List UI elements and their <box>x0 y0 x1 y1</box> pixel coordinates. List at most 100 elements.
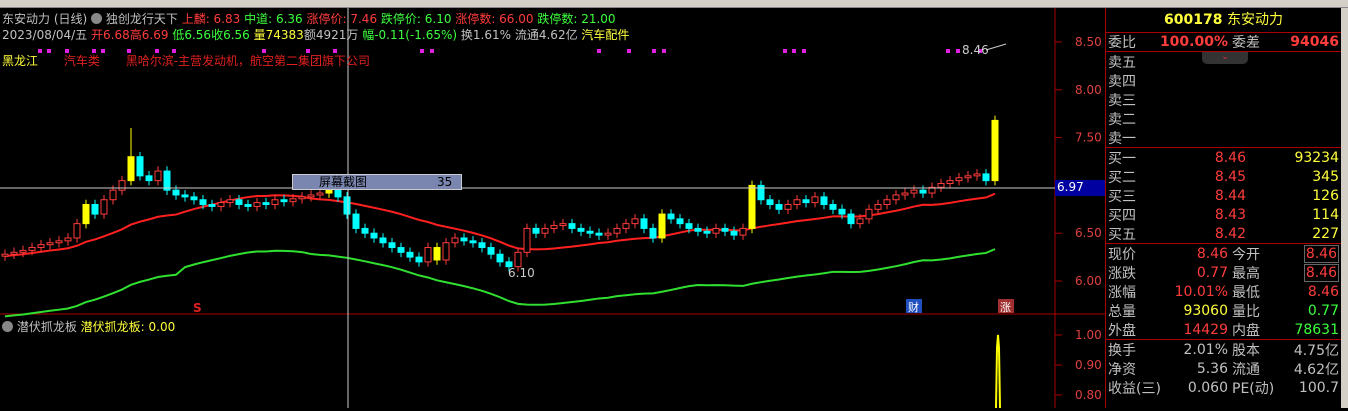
candle-body <box>262 202 270 206</box>
turnover: 换1.61% <box>460 28 512 42</box>
candle-body <box>271 199 279 206</box>
candle-body <box>235 199 243 206</box>
candle-body <box>442 242 450 261</box>
signal-dot <box>946 49 950 53</box>
stat-label-2: 内盘 <box>1232 322 1260 339</box>
candle-body <box>28 247 36 251</box>
buy-book: 买一 8.46 93234 买二 8.45 345 买三 8.44 126 买四 8.43 114 买五… <box>1106 147 1341 243</box>
company-desc: 黑哈尔滨-主营发动机，航空第二集团旗下公司 <box>125 54 371 68</box>
candle-body <box>154 170 162 182</box>
signal-dot <box>627 49 631 53</box>
candle-body <box>847 213 855 225</box>
lower-indicator-name: 潜伏抓龙板 <box>16 320 77 334</box>
buy-label: 买五 <box>1108 226 1136 243</box>
indicator-name: 独创龙行天下 <box>105 12 178 26</box>
ma-line <box>4 192 996 258</box>
buy-volume: 93234 <box>1294 149 1339 166</box>
candle-body <box>901 192 909 196</box>
candle-body <box>730 230 738 236</box>
extra-value-2: 4.75亿 <box>1293 342 1339 359</box>
extra-row: 净资 5.36 流通 4.62亿 <box>1106 359 1341 378</box>
candle-body <box>343 196 351 215</box>
buy-row: 买一 8.46 93234 <box>1106 148 1341 167</box>
axis-label: 8.00 <box>1075 83 1102 97</box>
candle-body <box>352 213 360 229</box>
limitdown-count: 跌停数: 21.00 <box>537 12 616 26</box>
signal-dot <box>262 49 266 53</box>
stat-row: 涨幅 10.01% 最低 8.46 <box>1106 282 1341 301</box>
buy-volume: 227 <box>1312 225 1339 242</box>
signal-dot <box>47 49 51 53</box>
candle-body <box>523 227 531 253</box>
candle-body <box>289 198 297 203</box>
candle-body <box>811 196 819 204</box>
candle-body <box>991 119 999 182</box>
stat-value-2: 8.46 <box>1303 263 1339 282</box>
candle-body <box>37 244 45 249</box>
signal-dot <box>155 49 159 53</box>
signal-dot <box>792 49 796 53</box>
candle-body <box>487 247 495 255</box>
axis-label: 8.50 <box>1075 35 1102 49</box>
cai-tag: 财 <box>908 300 919 314</box>
buy-row: 买五 8.42 227 <box>1106 224 1341 243</box>
float: 流通4.62亿 <box>514 28 578 42</box>
candle-body <box>838 208 846 215</box>
sell-label: 卖一 <box>1108 130 1136 147</box>
candle-body <box>181 194 189 198</box>
candle-body <box>505 261 513 268</box>
candle-body <box>595 232 603 236</box>
stock-title: 东安动力 (日线) <box>2 12 88 26</box>
candle-body <box>820 196 828 206</box>
candle-body <box>883 199 891 206</box>
kline-chart[interactable]: 8.50 8.00 7.50 6.50 6.00 1.00 0.90 0.80 8.46 6.10… <box>0 8 1105 409</box>
buy-volume: 114 <box>1312 206 1339 223</box>
candle-body <box>910 189 918 194</box>
lower-axis-label: 0.90 <box>1075 358 1102 372</box>
candle-body <box>361 227 369 234</box>
stat-row: 外盘 14429 内盘 78631 <box>1106 320 1341 339</box>
signal-dot <box>306 49 310 53</box>
candle-body <box>955 177 963 182</box>
candle-body <box>460 237 468 242</box>
signal-dot <box>783 49 787 53</box>
indicator-toggle-icon[interactable] <box>91 13 103 24</box>
date: 2023/08/04/五 <box>2 28 88 42</box>
candle-body <box>163 170 171 191</box>
stock-name: 东安动力 <box>1226 12 1283 28</box>
candle-body <box>109 189 117 201</box>
buy-label: 买四 <box>1108 207 1136 224</box>
candle-body <box>397 247 405 253</box>
signal-dot <box>956 49 960 53</box>
expand-button[interactable]: ⌄ <box>1202 52 1248 64</box>
chart-canvas: 8.50 8.00 7.50 6.50 6.00 1.00 0.90 0.80 8.46 6.10… <box>0 8 1105 409</box>
buy-row: 买四 8.43 114 <box>1106 205 1341 224</box>
stat-label-2: 今开 <box>1232 246 1260 263</box>
candle-body <box>244 204 252 207</box>
signal-dot <box>92 49 96 53</box>
candle-body <box>937 182 945 188</box>
candle-body <box>649 227 657 239</box>
weicha-label: 委差 <box>1232 35 1260 51</box>
signal-dot <box>597 49 601 53</box>
signal-dot <box>172 49 176 53</box>
signal-dot <box>101 49 105 53</box>
lower-indicator-value: 潜伏抓龙板: 0.00 <box>80 320 176 334</box>
lower-axis-label: 0.80 <box>1075 388 1102 402</box>
stat-value-2: 8.46 <box>1307 283 1339 300</box>
candle-body <box>82 204 90 225</box>
candle-body <box>478 242 486 249</box>
candle-body <box>415 256 423 263</box>
candle-body <box>892 194 900 201</box>
candle-body <box>964 175 972 179</box>
low-mark: 6.10 <box>508 266 535 280</box>
candle-body <box>1 253 9 257</box>
candle-body <box>64 237 72 242</box>
quote-panel: 600178 东安动力 委比 100.00% 委差 94046 ⌄ 卖五 卖四 卖三 … <box>1105 8 1341 408</box>
buy-volume: 126 <box>1312 187 1339 204</box>
volume: 量74383 <box>253 28 304 42</box>
amount: 额4921万 <box>303 28 359 42</box>
lower-toggle-icon[interactable] <box>2 321 13 332</box>
extra-label: 换手 <box>1108 342 1136 359</box>
sell-row: 卖四 <box>1106 71 1341 90</box>
